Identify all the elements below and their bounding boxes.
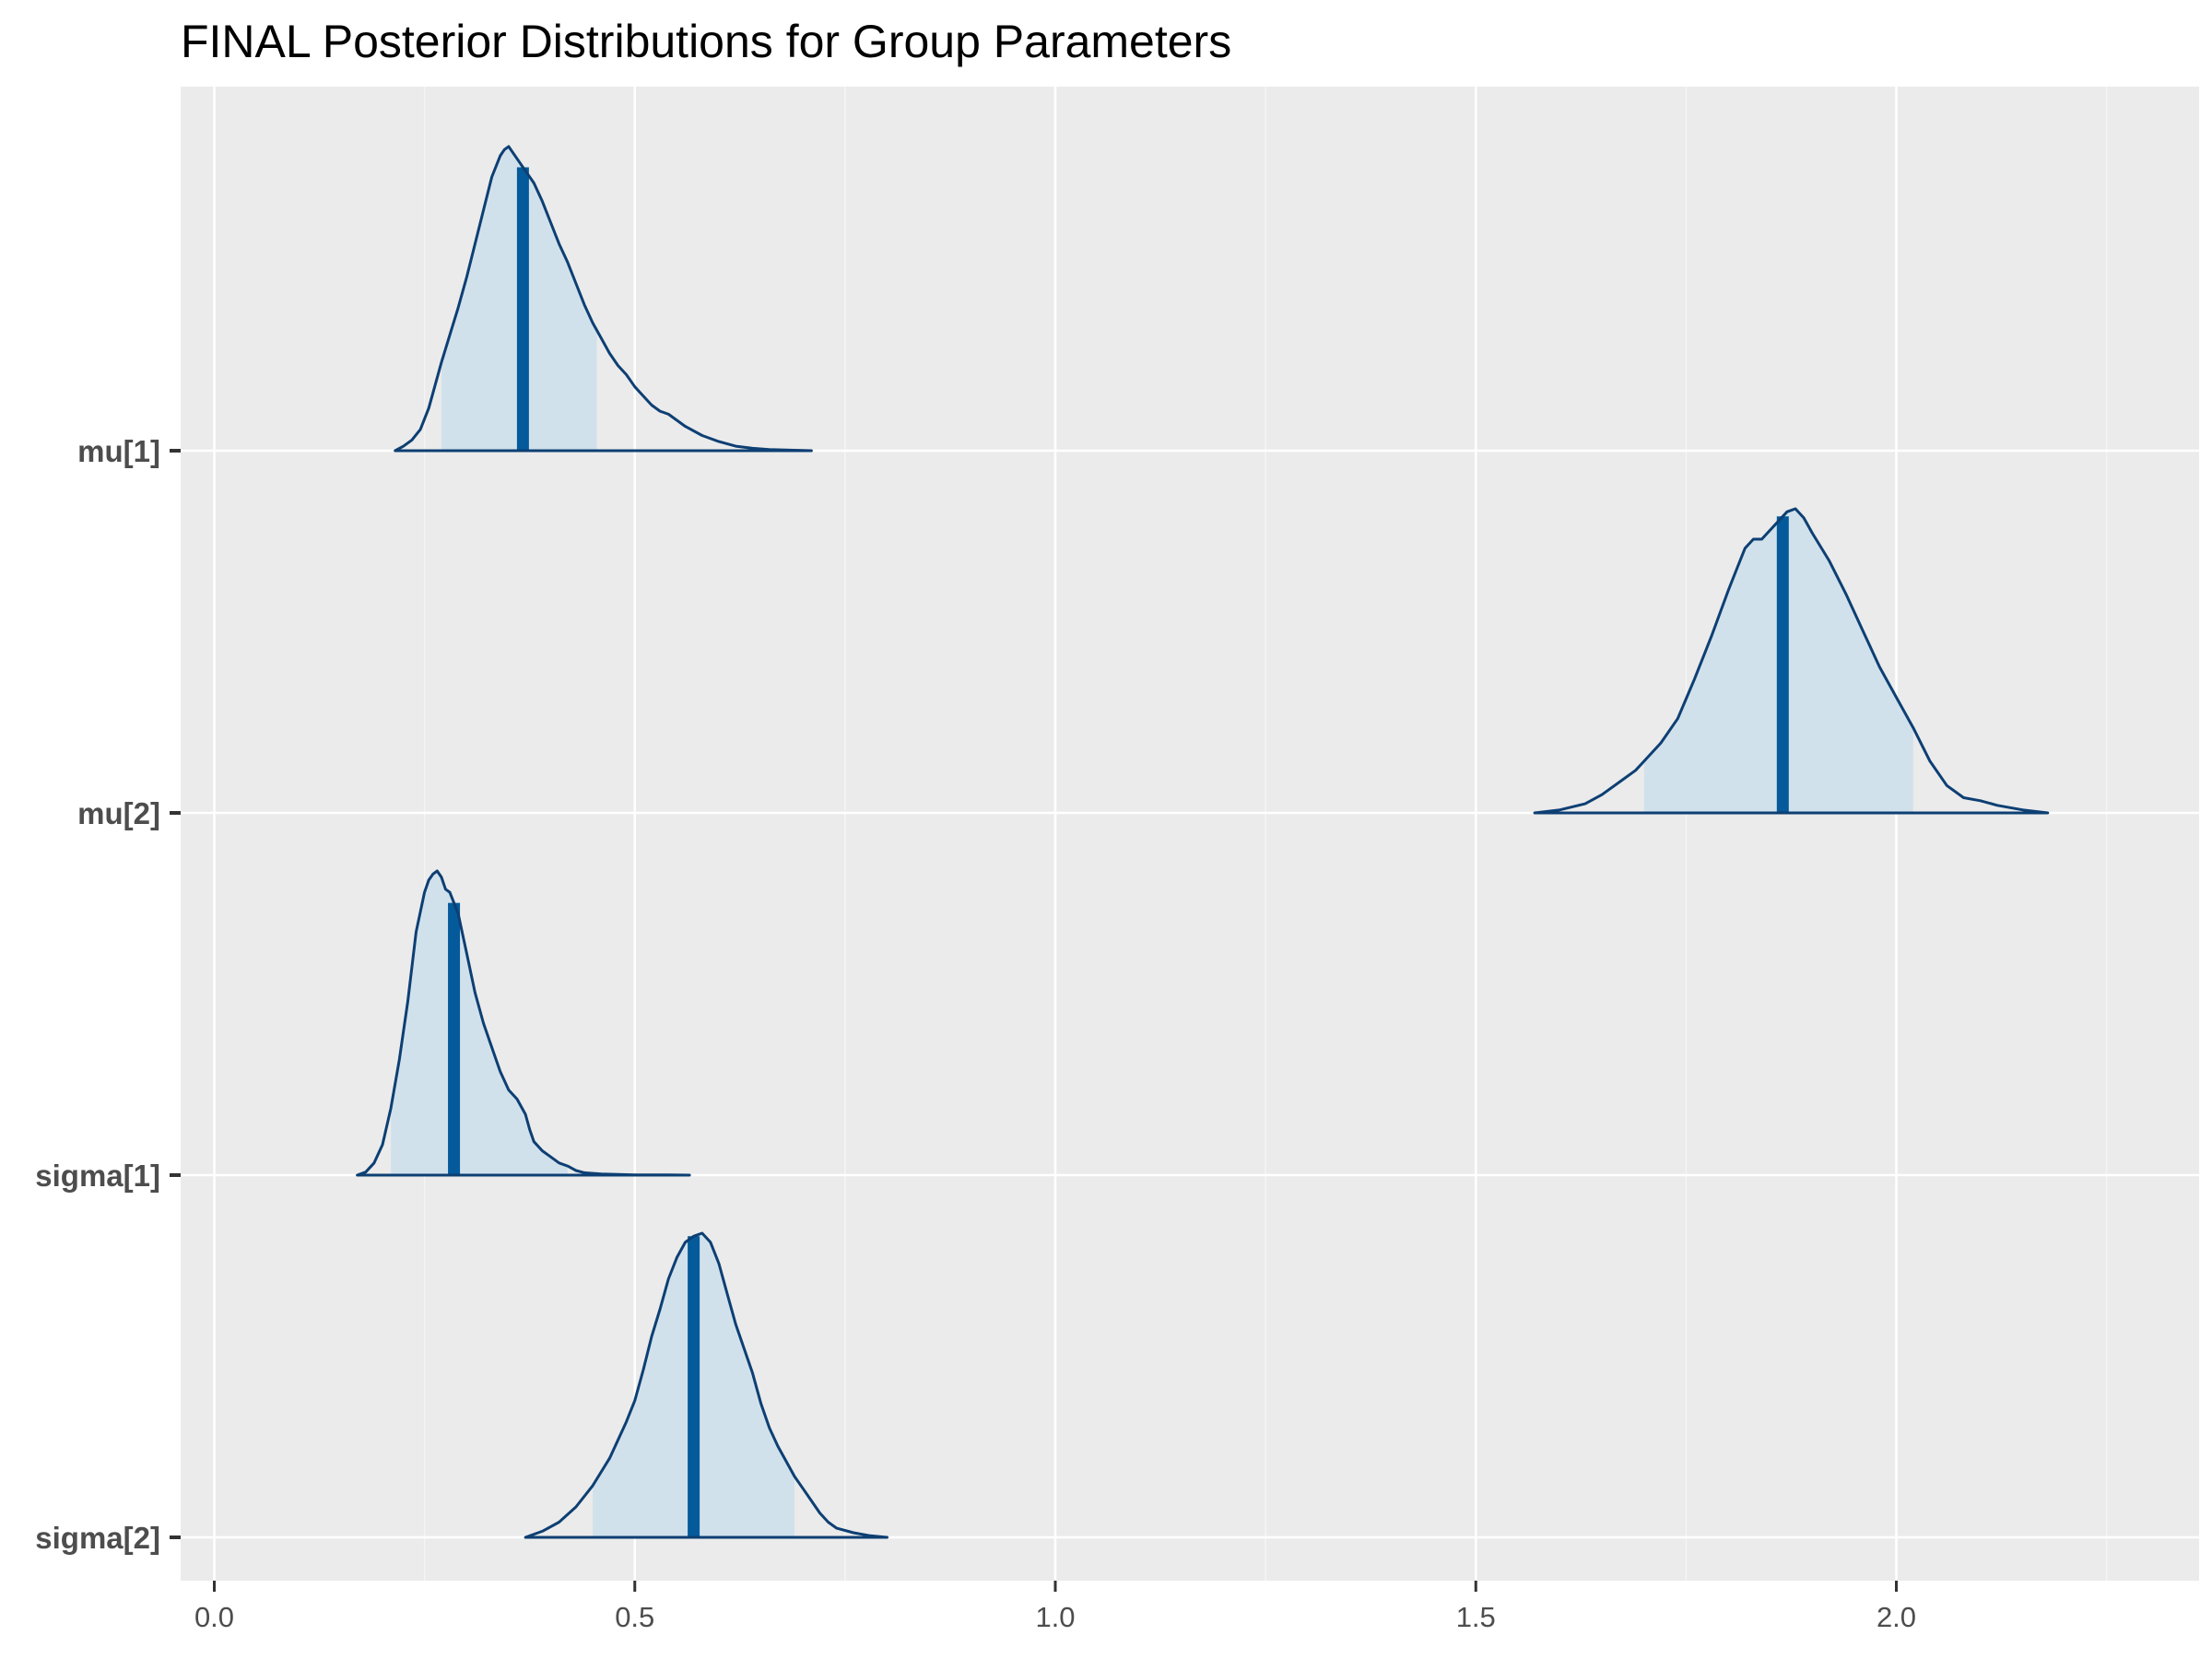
x-axis: 0.0 0.5 1.0 1.5 2.0	[194, 1581, 1916, 1633]
density-mu2	[1533, 507, 2050, 815]
density-outline	[1533, 507, 2050, 815]
density-outline	[394, 145, 813, 453]
density-outline	[356, 869, 691, 1177]
y-tick-label: mu[1]	[77, 434, 160, 468]
y-tick-label: mu[2]	[77, 796, 160, 830]
grid-lines	[181, 87, 2199, 1581]
chart-title: FINAL Posterior Distributions for Group …	[181, 16, 1231, 67]
x-tick-label: 1.5	[1456, 1601, 1496, 1633]
y-tick-label: sigma[2]	[35, 1521, 160, 1555]
density-mu1	[394, 145, 813, 453]
x-tick-label: 2.0	[1877, 1601, 1916, 1633]
density-outline	[524, 1231, 888, 1539]
y-tick-label: sigma[1]	[35, 1159, 160, 1193]
density-sigma1	[356, 869, 691, 1177]
interval-area	[391, 871, 568, 1175]
density-layer	[356, 145, 2050, 1539]
x-tick-label: 0.5	[615, 1601, 654, 1633]
y-axis: mu[1] mu[2] sigma[1] sigma[2]	[35, 434, 181, 1555]
x-tick-label: 0.0	[194, 1601, 234, 1633]
x-tick-label: 1.0	[1035, 1601, 1075, 1633]
density-sigma2	[524, 1231, 888, 1539]
